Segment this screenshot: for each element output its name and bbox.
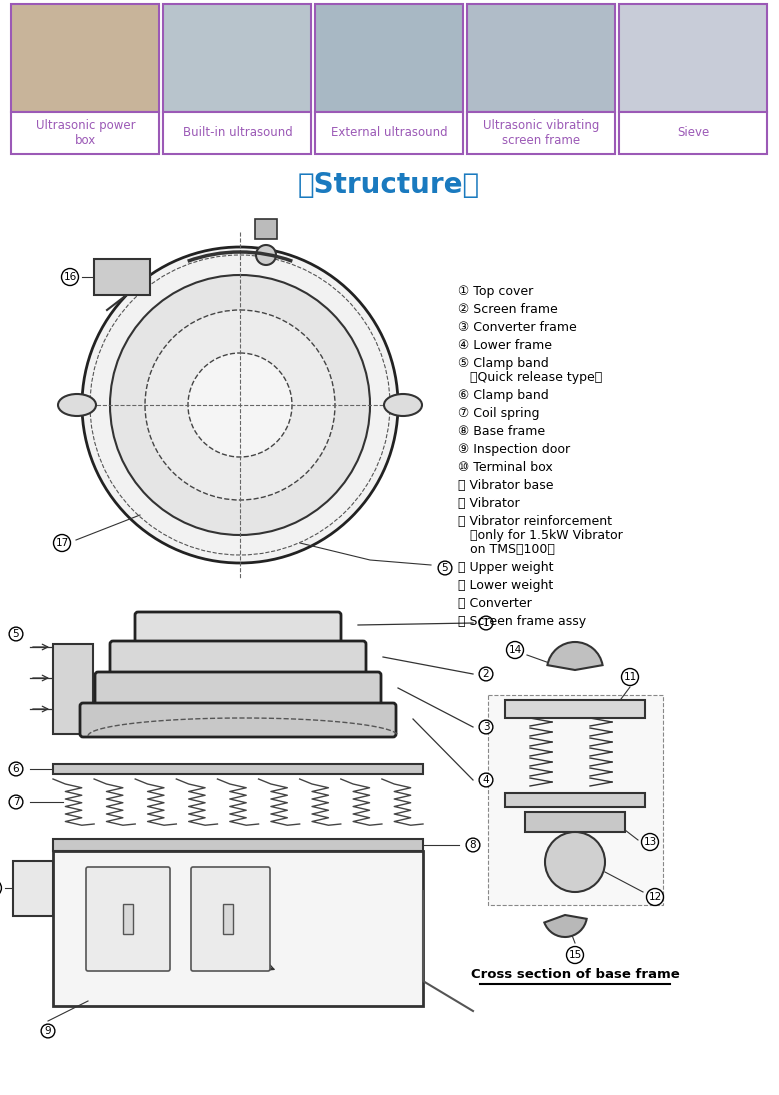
Text: ① Top cover: ① Top cover [458,285,534,298]
Text: Sieve: Sieve [678,127,710,139]
Text: Built-in ultrasound: Built-in ultrasound [182,127,292,139]
Circle shape [256,245,276,265]
Bar [223,904,233,934]
Text: 3: 3 [483,722,489,731]
Text: ⑩ Terminal box: ⑩ Terminal box [458,461,553,474]
FancyBboxPatch shape [80,703,396,737]
Text: ⑨ Inspection door: ⑨ Inspection door [458,443,570,456]
Bar [255,219,277,239]
Text: ④ Lower frame: ④ Lower frame [458,339,552,351]
Circle shape [193,926,203,936]
Text: ⑯ Converter: ⑯ Converter [458,597,532,610]
Text: ⑤ Clamp band: ⑤ Clamp band [458,357,548,370]
Ellipse shape [58,394,96,416]
Text: 15: 15 [569,950,582,960]
FancyBboxPatch shape [95,672,381,706]
Text: 9: 9 [44,1026,51,1036]
Bar [505,700,645,718]
Text: ② Screen frame: ② Screen frame [458,303,558,316]
Bar [467,4,615,112]
Bar [619,112,767,154]
Text: （Quick release type）: （Quick release type） [458,371,602,384]
Bar [53,839,423,851]
Bar [505,793,645,807]
Wedge shape [545,915,587,937]
Text: ⑦ Coil spring: ⑦ Coil spring [458,407,540,420]
Text: 2: 2 [483,669,489,679]
Text: 14: 14 [509,645,522,655]
Bar [53,764,423,774]
Circle shape [145,310,335,500]
Text: ⑪ Vibrator base: ⑪ Vibrator base [458,479,554,492]
Bar [315,112,464,154]
FancyBboxPatch shape [110,641,366,675]
Bar [315,4,464,112]
Bar [123,904,133,934]
Bar [467,112,615,154]
Text: 4: 4 [483,775,489,785]
Bar [13,861,53,917]
Text: 17: 17 [55,538,69,548]
Text: 11: 11 [623,672,636,682]
Text: ③ Converter frame: ③ Converter frame [458,321,576,334]
Text: 5: 5 [12,629,19,639]
Text: Ultrasonic power
box: Ultrasonic power box [36,119,136,147]
Text: on TMS－100）: on TMS－100） [458,543,555,556]
Text: External ultrasound: External ultrasound [331,127,448,139]
Text: 8: 8 [470,840,476,850]
Text: Cross section of base frame: Cross section of base frame [471,968,679,981]
Ellipse shape [384,394,422,416]
Circle shape [82,247,398,563]
Text: 1: 1 [483,618,489,629]
Text: Ultrasonic vibrating
screen frame: Ultrasonic vibrating screen frame [483,119,600,147]
Text: ⑭ Upper weight: ⑭ Upper weight [458,561,554,574]
Bar [164,112,312,154]
Text: 6: 6 [12,764,19,774]
Text: 16: 16 [63,272,76,283]
Wedge shape [548,642,603,670]
Text: ⑫ Vibrator: ⑫ Vibrator [458,497,520,510]
Text: ⑥ Clamp band: ⑥ Clamp band [458,389,548,402]
Bar [12,4,160,112]
Text: 【Structure】: 【Structure】 [298,171,480,199]
FancyBboxPatch shape [86,867,170,971]
Bar [525,812,625,832]
Text: ⑮ Lower weight: ⑮ Lower weight [458,579,553,592]
Circle shape [188,353,292,457]
FancyBboxPatch shape [191,867,270,971]
Circle shape [545,832,605,892]
FancyBboxPatch shape [135,612,341,644]
Circle shape [110,275,370,535]
Bar [53,644,93,734]
Text: 5: 5 [442,563,448,573]
Text: ⑰ Screen frame assy: ⑰ Screen frame assy [458,615,586,629]
Bar [94,260,150,295]
Text: （only for 1.5kW Vibrator: （only for 1.5kW Vibrator [458,529,622,542]
Bar [619,4,767,112]
Text: 12: 12 [648,892,661,902]
Bar [164,4,312,112]
Bar [12,112,160,154]
Text: 13: 13 [643,837,657,848]
Text: ⑧ Base frame: ⑧ Base frame [458,425,545,438]
Bar [488,695,663,904]
Text: ⑬ Vibrator reinforcement: ⑬ Vibrator reinforcement [458,515,612,528]
Bar [53,851,423,1006]
Text: 7: 7 [12,797,19,807]
